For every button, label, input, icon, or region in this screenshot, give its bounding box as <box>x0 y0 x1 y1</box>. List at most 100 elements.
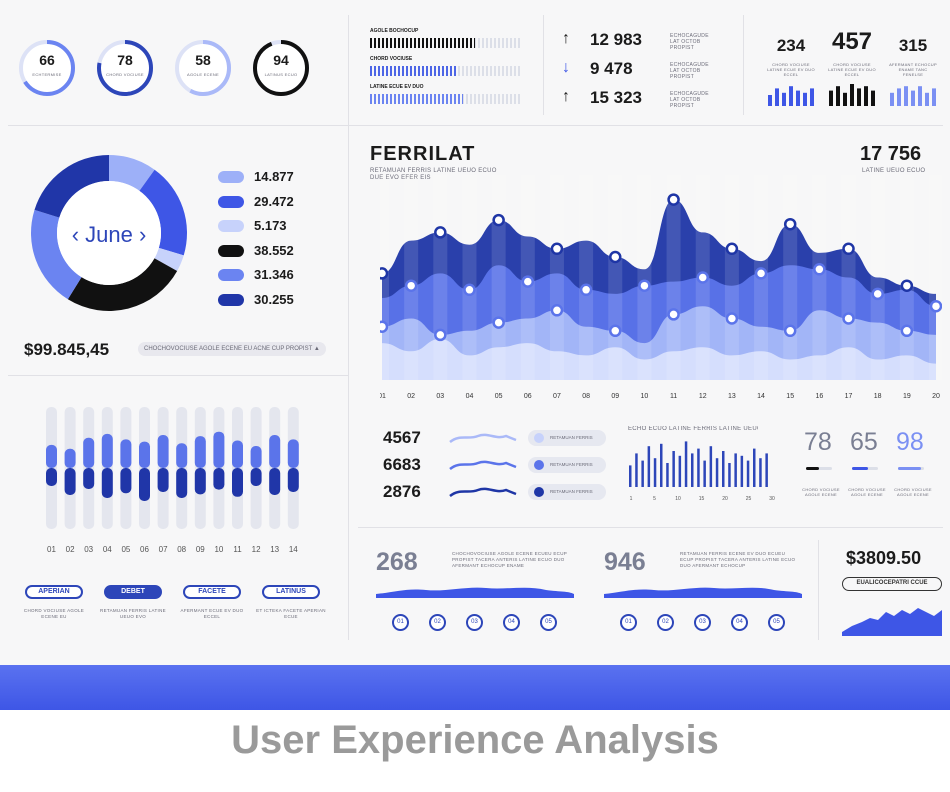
data-point <box>638 279 651 292</box>
mid-bar <box>691 453 694 487</box>
data-point <box>463 283 476 297</box>
data-point <box>754 267 768 280</box>
divider <box>358 527 943 528</box>
progress-track <box>370 66 520 76</box>
gauge-ring <box>253 40 309 96</box>
mini-bar <box>850 84 854 106</box>
mid-bar-label: 15 <box>699 496 705 502</box>
x-tick-label: 16 <box>815 393 823 400</box>
data-point <box>521 275 535 288</box>
page-circle[interactable]: 03 <box>694 614 711 631</box>
bar-lower <box>287 468 299 492</box>
tag-dot-icon <box>534 433 544 443</box>
mid-bar <box>715 458 719 487</box>
stat-arrow-icon: ↑ <box>562 88 570 105</box>
month-selector[interactable]: ‹ June › <box>71 222 147 247</box>
bar-x-label: 08 <box>177 545 186 554</box>
x-tick-label: 20 <box>932 393 940 400</box>
bar-lower <box>120 468 132 494</box>
bar-upper <box>269 435 281 468</box>
mid-bar-label: 20 <box>722 496 728 502</box>
big-number-line-fill <box>806 467 819 470</box>
metric-value: 457 <box>831 28 873 55</box>
gauge-arc <box>175 40 231 96</box>
data-point <box>783 217 797 231</box>
progress-track <box>370 94 520 104</box>
page-circle[interactable]: 05 <box>768 614 785 631</box>
x-tick-label: 19 <box>903 393 911 400</box>
bar-upper <box>232 440 243 468</box>
bar-x-label: 01 <box>47 545 56 554</box>
data-point <box>579 283 593 297</box>
mid-bar <box>641 460 644 487</box>
tab-aperian[interactable]: APERIAN <box>25 585 83 599</box>
page-circle[interactable]: 02 <box>429 614 446 631</box>
stat-caption: ECHOCAGUDE LAT OCTOB PROPIST <box>670 62 709 80</box>
progress-label: LATINE ECUE EV DUO <box>370 84 424 90</box>
mid-bar-chart: 1 5 10 15 20 25 30 <box>629 441 775 502</box>
final-button[interactable]: EUALICOCEPATRI CCUE <box>842 577 942 591</box>
mini-wave <box>449 460 517 471</box>
bottom-value: 946 <box>604 548 646 576</box>
x-tick-label: 06 <box>524 393 532 400</box>
donut-slice <box>154 247 184 271</box>
data-point <box>900 279 914 292</box>
bar-lower <box>213 468 225 490</box>
tab-caption: ET ICTEKA FACETE APERIAN ECUE <box>256 608 326 619</box>
data-point <box>434 226 447 239</box>
big-number-line-fill <box>898 467 922 470</box>
legend-swatch <box>218 195 244 208</box>
mini-bar <box>871 90 875 106</box>
tab-facete[interactable]: FACETE <box>183 585 241 599</box>
mid-bar <box>740 455 744 487</box>
mini-bar <box>836 86 840 106</box>
bottom-text: CHOCHOVOCIUSE AGOLE ECENE ECUEU ECUP PRO… <box>452 551 567 568</box>
x-tick-label: 13 <box>728 393 736 400</box>
page-circle[interactable]: 01 <box>620 614 637 631</box>
bottom-wave <box>376 587 574 598</box>
mid-bar <box>709 446 713 487</box>
bar-x-label: 12 <box>252 545 261 554</box>
bar-lower <box>176 468 188 498</box>
data-point <box>725 312 739 325</box>
bar-upper <box>250 446 262 468</box>
progress-label: AGOLE BOCHOCUP <box>370 28 419 34</box>
bar-x-label: 14 <box>289 545 298 554</box>
page-circle[interactable]: 01 <box>392 614 409 631</box>
mid-bar-label: 10 <box>675 496 681 502</box>
gauge-caption: ECHTERMISE <box>32 72 62 77</box>
page-circle[interactable]: 04 <box>503 614 520 631</box>
data-point <box>492 316 505 329</box>
donut-slice <box>34 155 110 218</box>
x-tick-label: 05 <box>495 393 503 400</box>
stat-arrow-icon: ↑ <box>562 30 570 47</box>
tab-debet[interactable]: DEBET <box>104 585 162 599</box>
mid-bar-label: 25 <box>746 496 752 502</box>
page-circle[interactable]: 04 <box>731 614 748 631</box>
page-circle[interactable]: 02 <box>657 614 674 631</box>
donut-chart <box>30 155 188 311</box>
bar-upper <box>46 444 57 468</box>
bar-lower <box>269 468 281 495</box>
tag-label: RETAMUAN FERRIS <box>550 462 593 467</box>
page-circle[interactable]: 05 <box>540 614 557 631</box>
mid-bar <box>746 460 750 487</box>
legend-swatch <box>218 171 244 183</box>
legend-swatch <box>218 293 244 306</box>
mid-bar <box>629 465 632 487</box>
metric-value: 234 <box>776 36 806 55</box>
bar-x-label: 03 <box>84 545 93 554</box>
stat-value: 15 323 <box>590 88 642 107</box>
page-circle[interactable]: 03 <box>466 614 483 631</box>
donut-slice <box>109 155 155 191</box>
bar-upper <box>101 433 113 468</box>
progress-label: CHORD VOCIUSE <box>370 56 413 62</box>
mid-bar <box>734 453 737 487</box>
bar-lower <box>194 468 206 495</box>
mid-bar <box>672 451 675 487</box>
stat-value: 9 478 <box>590 59 633 78</box>
metric-caption: CHORD VOCIUSE LATINE ECUE EV DUO ECCEL <box>767 62 815 77</box>
mid-bar <box>765 453 768 487</box>
tab-latinus[interactable]: LATINUS <box>262 585 320 599</box>
divider <box>743 15 744 115</box>
